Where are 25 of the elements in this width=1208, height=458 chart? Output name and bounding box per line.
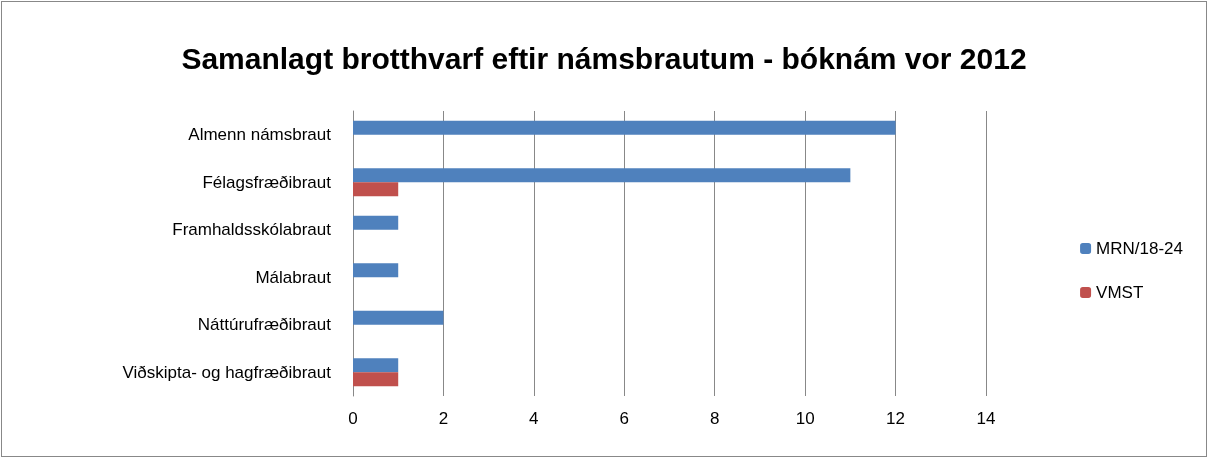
x-tick-label: 0 [348,409,358,428]
x-tick-label: 12 [886,409,906,428]
x-tick-label: 6 [619,409,630,428]
x-tick-label: 2 [438,409,449,428]
x-tick-label: 4 [529,409,539,428]
y-tick-label: Náttúrufræðibraut [197,315,332,335]
bar [353,263,399,278]
y-tick-label: Viðskipta- og hagfræðibraut [122,362,332,382]
y-tick-label: Félagsfræðibraut [202,172,332,192]
y-tick-label: Almenn námsbraut [188,125,332,145]
bar [353,168,851,183]
x-tick-label: 10 [795,409,815,428]
bar [353,182,399,197]
chart-title: Samanlagt brotthvarf eftir námsbrautum - bóknám vor 2012 [181,41,1027,75]
bar [353,372,399,387]
bar [353,120,896,135]
bar [353,215,399,230]
x-tick-label: 8 [709,409,720,428]
legend-label: MRN/18-24 [1096,239,1183,258]
bar [353,310,444,325]
x-tick-label: 14 [976,409,996,428]
bar [353,358,399,373]
legend-label: VMST [1096,283,1144,302]
y-tick-label: Málabraut [255,267,332,287]
y-tick-label: Framhaldsskólabraut [172,220,332,240]
